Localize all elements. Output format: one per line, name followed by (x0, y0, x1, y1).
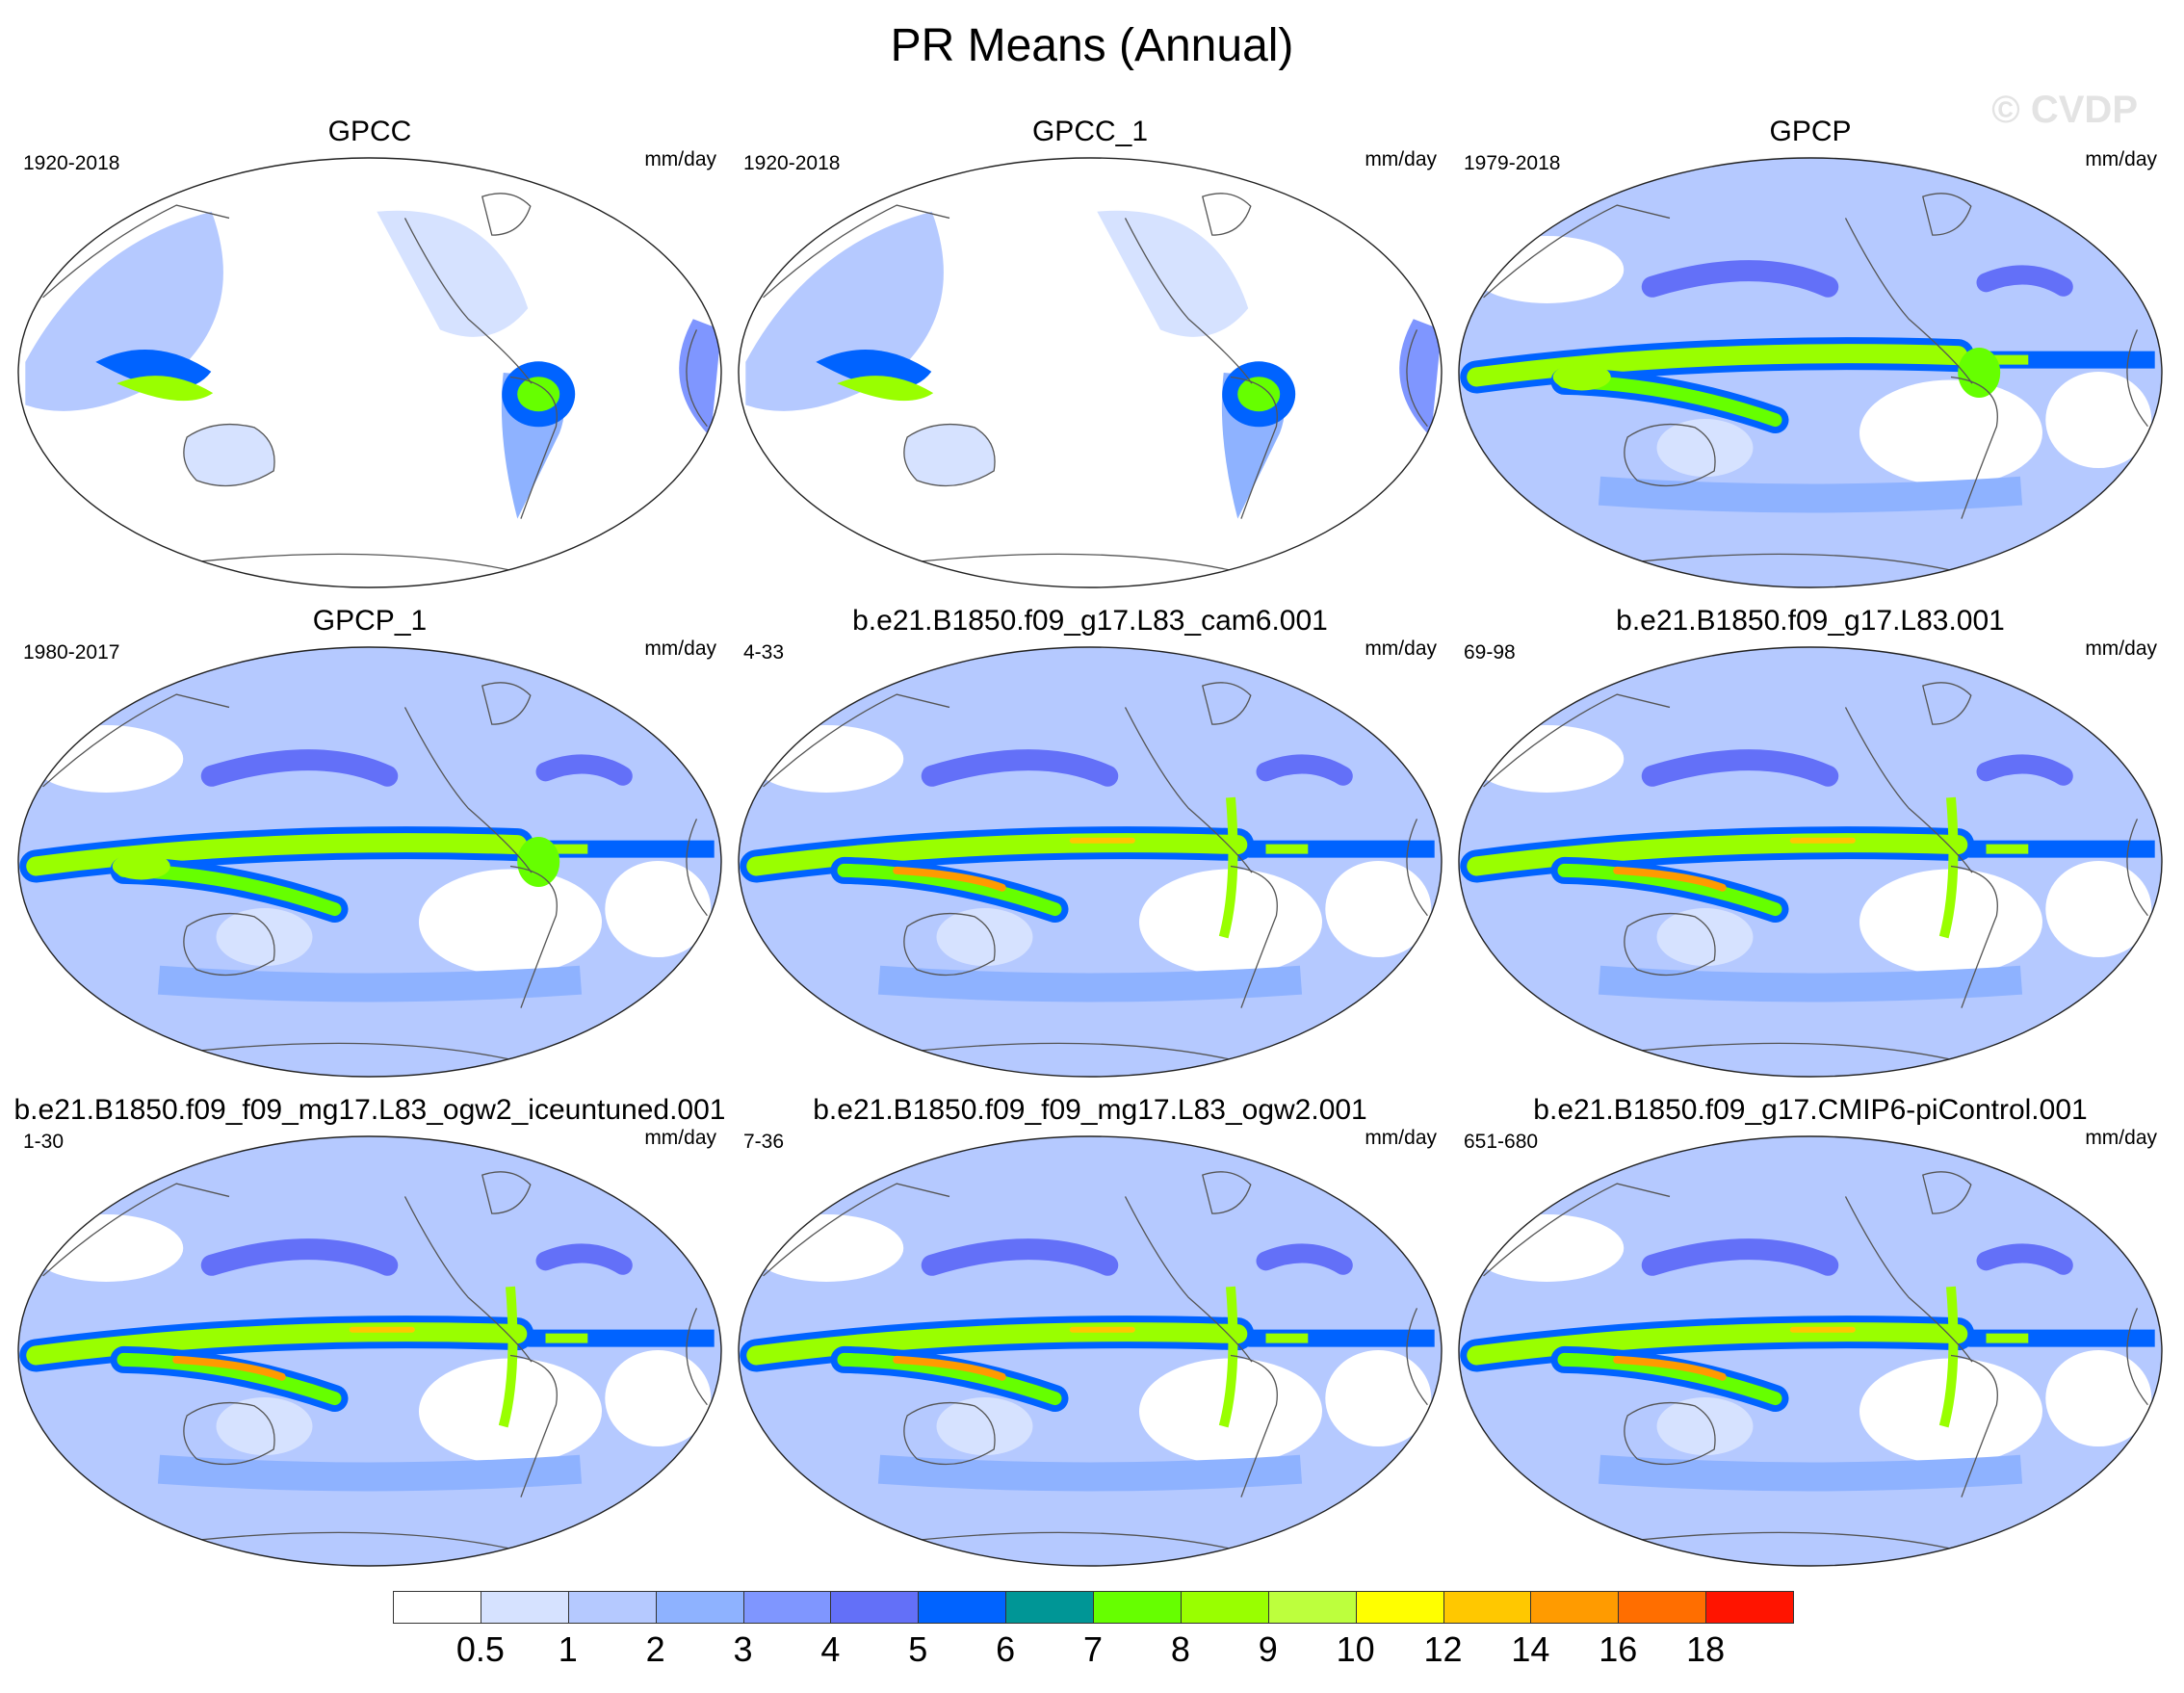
map-panel: GPCC_1 1920-2018 mm/day (732, 116, 1448, 605)
colorbar-box (1267, 1591, 1357, 1624)
world-map (1458, 646, 2163, 1078)
map-border (1458, 1135, 2163, 1567)
world-map (738, 157, 1443, 588)
colorbar-box (1005, 1591, 1094, 1624)
colorbar-tick-label: 14 (1511, 1629, 1550, 1669)
colorbar-tick-label: 8 (1170, 1629, 1190, 1669)
colorbar (393, 1591, 1794, 1624)
colorbar-tick-label: 5 (908, 1629, 928, 1669)
panel-years: 651-680 (1464, 1131, 1539, 1153)
panel-years: 1920-2018 (23, 152, 120, 174)
colorbar-tick-label: 0.5 (455, 1629, 505, 1669)
map-border (738, 646, 1443, 1078)
panel-years: 4-33 (743, 641, 785, 664)
map-panel: b.e21.B1850.f09_g17.CMIP6-piControl.001 6… (1452, 1094, 2169, 1583)
colorbar-tick-label: 2 (645, 1629, 665, 1669)
panel-title: b.e21.B1850.f09_f09_mg17.L83_ogw2.001 (813, 1094, 1367, 1126)
colorbar-box (567, 1591, 657, 1624)
colorbar-tick-label: 16 (1599, 1629, 1638, 1669)
map-panel: GPCP_1 1980-2017 mm/day (12, 605, 728, 1094)
colorbar-tick-label: 18 (1686, 1629, 1726, 1669)
panel-years: 1979-2018 (1464, 152, 1561, 174)
map-border (17, 157, 722, 588)
map-panel: GPCC 1920-2018 mm/day (12, 116, 728, 605)
panel-units: mm/day (1365, 148, 1437, 170)
panel-years: 1-30 (23, 1131, 65, 1153)
colorbar-box (1618, 1591, 1707, 1624)
panel-title: GPCP (1769, 116, 1852, 147)
map-border (1458, 646, 2163, 1078)
panel-title: b.e21.B1850.f09_g17.L83.001 (1616, 605, 2005, 637)
panel-units: mm/day (644, 148, 716, 170)
colorbar-tick-label: 6 (996, 1629, 1016, 1669)
colorbar-box (1443, 1591, 1532, 1624)
world-map (1458, 157, 2163, 588)
map-panel: GPCP 1979-2018 mm/day (1452, 116, 2169, 605)
map-border (17, 646, 722, 1078)
world-map (17, 1135, 722, 1567)
map-border (17, 1135, 722, 1567)
panel-years: 1920-2018 (743, 152, 841, 174)
colorbar-tick-label: 7 (1082, 1629, 1104, 1669)
map-panel: b.e21.B1850.f09_g17.L83.001 69-98 mm/day (1452, 605, 2169, 1094)
colorbar-box (1093, 1591, 1182, 1624)
colorbar-box (393, 1591, 481, 1624)
panel-units: mm/day (2085, 148, 2157, 170)
panel-years: 69-98 (1464, 641, 1516, 664)
colorbar-box (1705, 1591, 1794, 1624)
world-map (1458, 1135, 2163, 1567)
panel-years: 1980-2017 (23, 641, 120, 664)
figure-title: PR Means (Annual) (890, 20, 1294, 71)
map-panel: b.e21.B1850.f09_g17.L83_cam6.001 4-33 mm/d… (732, 605, 1448, 1094)
colorbar-tick-label: 10 (1336, 1629, 1375, 1669)
colorbar-box (655, 1591, 744, 1624)
panel-years: 7-36 (743, 1131, 785, 1153)
panel-units: mm/day (1365, 638, 1437, 660)
colorbar-tick-label: 9 (1258, 1629, 1278, 1669)
panel-title: b.e21.B1850.f09_g17.CMIP6-piControl.001 (1533, 1094, 2088, 1126)
map-border (1458, 157, 2163, 588)
panel-title: b.e21.B1850.f09_g17.L83_cam6.001 (852, 605, 1328, 637)
panel-units: mm/day (644, 1127, 716, 1149)
panel-units: mm/day (2085, 638, 2157, 660)
colorbar-tick-label: 12 (1423, 1629, 1463, 1669)
colorbar-box (830, 1591, 920, 1624)
colorbar-box (742, 1591, 832, 1624)
watermark-text: © CVDP (1991, 89, 2138, 131)
world-map (17, 646, 722, 1078)
world-map (17, 157, 722, 588)
panel-units: mm/day (1365, 1127, 1437, 1149)
panel-title: GPCC (327, 116, 412, 147)
map-border (738, 1135, 1443, 1567)
map-panel: b.e21.B1850.f09_f09_mg17.L83_ogw2_iceunt… (12, 1094, 728, 1583)
colorbar-tick-label: 1 (558, 1629, 578, 1669)
map-panel: b.e21.B1850.f09_f09_mg17.L83_ogw2.001 7-3… (732, 1094, 1448, 1583)
colorbar-box (918, 1591, 1007, 1624)
colorbar-tick-label: 3 (733, 1629, 753, 1669)
colorbar-tick-label: 4 (820, 1629, 841, 1669)
panel-title: GPCC_1 (1031, 116, 1149, 147)
map-border (738, 157, 1443, 588)
world-map (738, 1135, 1443, 1567)
panel-title: GPCP_1 (312, 605, 428, 637)
world-map (738, 646, 1443, 1078)
colorbar-box (1530, 1591, 1620, 1624)
panel-units: mm/day (644, 638, 716, 660)
colorbar-box (1355, 1591, 1444, 1624)
colorbar-box (480, 1591, 569, 1624)
colorbar-box (1180, 1591, 1269, 1624)
panel-title: b.e21.B1850.f09_f09_mg17.L83_ogw2_iceunt… (13, 1094, 726, 1126)
panel-units: mm/day (2085, 1127, 2157, 1149)
